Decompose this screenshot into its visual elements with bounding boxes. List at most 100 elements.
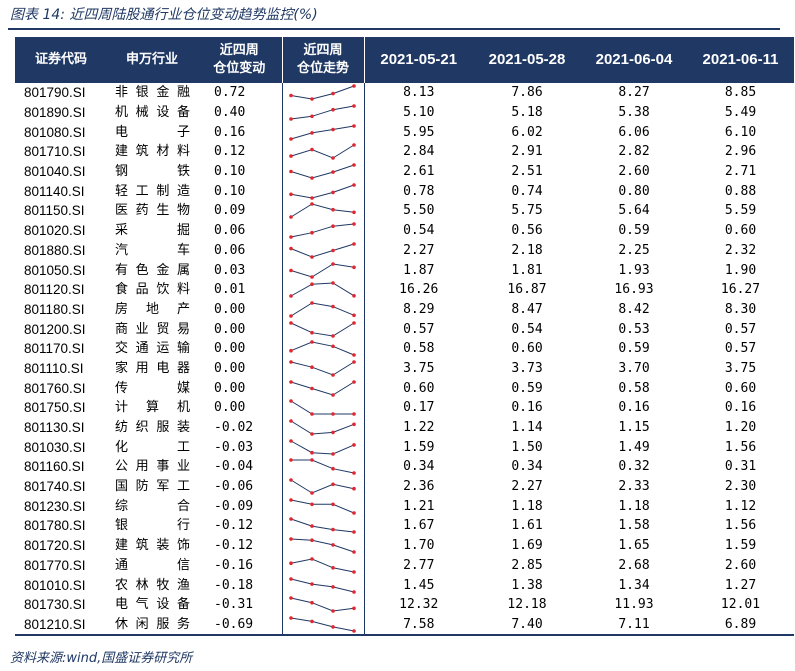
- cell-trend-sparkline: [281, 181, 365, 202]
- sparkline-point: [351, 143, 356, 148]
- cell-value-week-3: 0.80: [618, 183, 650, 199]
- cell-industry: 电气设备: [115, 597, 191, 613]
- table-row: 801780.SI 银行 -0.12 1.67 1.61 1.58 1.56: [15, 516, 794, 536]
- table-row: 801050.SI 有色金属 0.03 1.87 1.81 1.93 1.90: [15, 260, 794, 280]
- cell-trend-sparkline: [281, 614, 365, 637]
- header-date-2: 2021-05-28: [473, 37, 581, 83]
- sparkline-point: [351, 163, 356, 167]
- cell-change: 0.10: [214, 164, 246, 180]
- cell-code: 801080.SI: [24, 124, 86, 140]
- cell-value-week-1: 8.29: [403, 301, 435, 317]
- sparkline-path: [290, 164, 354, 179]
- cell-value-week-2: 6.02: [511, 124, 543, 140]
- sparkline: [288, 301, 356, 318]
- cell-value-week-2: 0.74: [511, 183, 543, 199]
- sparkline-point: [309, 538, 314, 543]
- cell-change: -0.18: [214, 577, 254, 593]
- header-change-line1: 近四周: [219, 43, 259, 58]
- cell-value-week-1: 7.58: [364, 614, 473, 637]
- sparkline-point: [288, 379, 293, 384]
- cell-industry: 汽车: [115, 242, 191, 258]
- cell-value-week-4: 0.57: [724, 321, 757, 337]
- sparkline-path: [290, 322, 354, 337]
- sparkline-point: [330, 261, 335, 266]
- cell-industry: 国防军工: [115, 479, 191, 495]
- cell-value-week-1: 2.77: [403, 557, 435, 573]
- sparkline-point: [351, 510, 356, 515]
- cell-trend-sparkline: [281, 496, 365, 517]
- cell-change: -0.69: [197, 614, 282, 637]
- header-change: 近四周 仓位变动: [197, 37, 282, 83]
- sparkline-point: [288, 349, 293, 353]
- industry-position-table: 证券代码 申万行业 近四周 仓位变动 近四周 仓位走势 2021-05-21 2…: [15, 37, 794, 637]
- sparkline: [288, 517, 356, 535]
- sparkline-point: [288, 94, 293, 98]
- cell-trend-sparkline: [281, 220, 365, 241]
- sparkline-point: [288, 215, 293, 220]
- cell-value-week-3: 1.15: [618, 420, 650, 436]
- sparkline-point: [309, 148, 314, 152]
- sparkline: [288, 261, 356, 279]
- sparkline-point: [330, 170, 335, 174]
- cell-change: 0.00: [214, 321, 246, 337]
- header-trend: 近四周 仓位走势: [281, 37, 365, 83]
- sparkline: [288, 399, 356, 417]
- cell-trend-sparkline: [281, 338, 365, 359]
- cell-value-week-4: 1.90: [724, 262, 757, 278]
- cell-trend-sparkline: [281, 535, 365, 556]
- sparkline-point: [330, 344, 335, 349]
- table-row: 801890.SI 机械设备 0.40 5.10 5.18 5.38 5.49: [15, 102, 794, 123]
- table-row: 801880.SI 汽车 0.06 2.27 2.18 2.25 2.32: [15, 240, 794, 261]
- table-row: 801030.SI 化工 -0.03 1.59 1.50 1.49 1.56: [15, 437, 794, 458]
- table-row: 801760.SI 传媒 0.00 0.60 0.59 0.58 0.60: [15, 378, 794, 398]
- sparkline-point: [309, 450, 314, 455]
- sparkline-point: [330, 451, 335, 456]
- sparkline-point: [351, 471, 356, 476]
- header-trend-line2: 仓位走势: [296, 61, 349, 76]
- cell-industry: 交通运输: [115, 341, 191, 357]
- cell-value-week-4: 5.59: [724, 203, 757, 219]
- cell-value-week-3: 1.65: [618, 538, 650, 554]
- cell-industry: 农林牧渔: [115, 577, 191, 593]
- sparkline-point: [309, 130, 314, 135]
- sparkline-point: [330, 543, 335, 547]
- table-row: 801010.SI 农林牧渔 -0.18 1.45 1.38 1.34 1.27: [15, 575, 794, 595]
- cell-code: 801880.SI: [24, 242, 86, 258]
- cell-value-week-3: 0.53: [618, 321, 650, 337]
- cell-industry: 食品饮料: [115, 282, 191, 298]
- cell-value-week-2: 7.86: [511, 85, 543, 101]
- sparkline: [288, 123, 356, 141]
- cell-change: 0.09: [214, 203, 246, 219]
- cell-value-week-1: 0.78: [403, 183, 435, 199]
- sparkline-point: [351, 629, 356, 633]
- cell-value-week-2: 12.18: [507, 597, 547, 613]
- cell-value-week-3: 1.49: [618, 439, 650, 455]
- sparkline: [288, 576, 356, 594]
- sparkline-point: [309, 340, 314, 345]
- cell-code: 801160.SI: [24, 459, 85, 475]
- cell-trend-sparkline: [281, 555, 365, 576]
- sparkline-point: [330, 502, 335, 506]
- sparkline-point: [288, 314, 293, 318]
- sparkline-point: [288, 596, 293, 601]
- sparkline: [288, 143, 356, 161]
- sparkline-point: [330, 281, 335, 286]
- cell-change: -0.09: [214, 498, 254, 514]
- cell-trend-sparkline: [281, 142, 365, 162]
- cell-value-week-4: 0.57: [724, 341, 757, 357]
- cell-value-week-2: 5.18: [511, 105, 543, 121]
- cell-value-week-4: 0.88: [724, 183, 757, 199]
- sparkline-point: [330, 224, 335, 229]
- cell-change: 0.12: [214, 144, 246, 160]
- sparkline-point: [330, 333, 335, 338]
- cell-change: 0.72: [214, 85, 246, 101]
- cell-value-week-4: 1.56: [724, 439, 757, 455]
- sparkline: [288, 497, 356, 515]
- cell-industry: 建筑材料: [115, 144, 191, 160]
- sparkline-point: [330, 625, 335, 629]
- cell-trend-sparkline: [281, 102, 365, 123]
- sparkline: [288, 340, 356, 358]
- sparkline-point: [351, 589, 356, 594]
- cell-value-week-4: 2.30: [724, 479, 757, 495]
- sparkline-point: [330, 565, 335, 570]
